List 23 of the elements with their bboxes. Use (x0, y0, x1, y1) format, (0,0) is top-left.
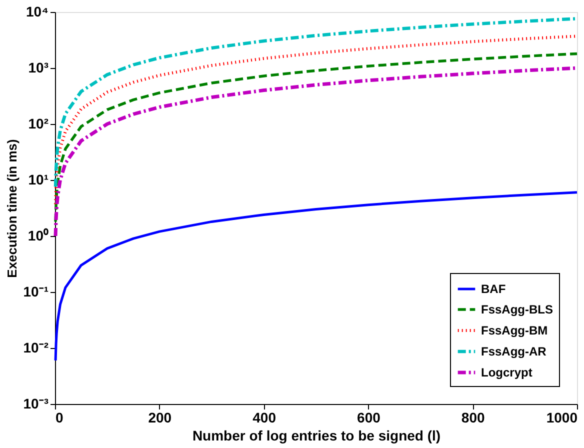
y-axis-title: Execution time (in ms) (4, 139, 20, 278)
x-tick-label: 600 (357, 410, 381, 426)
y-tick-label: 10⁴ (26, 4, 49, 20)
legend-label: Logcrypt (481, 366, 532, 380)
line-series (54, 52, 578, 224)
y-tick-label: 10⁻¹ (23, 284, 49, 300)
x-axis-title: Number of log entries to be signed (l) (192, 428, 441, 444)
x-tick-label: 400 (252, 410, 276, 426)
legend-label: FssAgg-AR (481, 344, 547, 358)
y-tick-label: 10⁻³ (23, 396, 49, 412)
x-tick-label: 1000 (546, 410, 578, 426)
y-tick-label: 10² (28, 116, 49, 132)
legend-label: FssAgg-BM (481, 324, 548, 338)
y-tick-label: 10⁰ (28, 228, 48, 244)
x-tick-label: 800 (461, 410, 485, 426)
x-tick-label: 0 (56, 410, 64, 426)
y-tick-label: 10³ (28, 60, 49, 76)
legend-label: BAF (481, 282, 506, 296)
y-tick-label: 10¹ (28, 172, 49, 188)
line-series (54, 191, 578, 362)
y-tick-label: 10⁻² (23, 340, 49, 356)
x-tick-label: 200 (148, 410, 172, 426)
legend-label: FssAgg-BLS (481, 302, 553, 316)
